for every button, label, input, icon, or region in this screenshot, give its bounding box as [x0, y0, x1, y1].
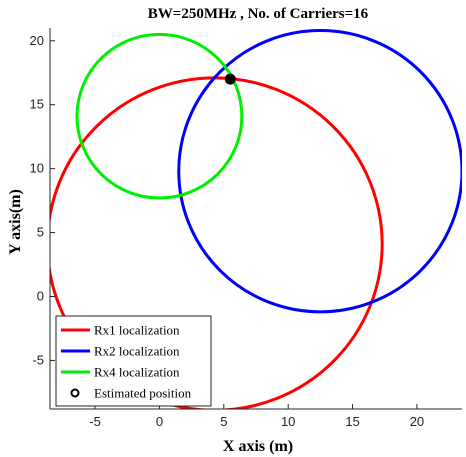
legend-label-1: Rx1 localization [94, 323, 180, 338]
series-circle-2 [177, 29, 462, 314]
x-tick-label: 10 [281, 414, 295, 429]
chart-title: BW=250MHz , No. of Carriers=16 [148, 6, 369, 22]
y-tick-label: 0 [37, 288, 44, 303]
y-axis-label: Y axis(m) [7, 189, 24, 255]
x-tick-label: 5 [220, 414, 227, 429]
y-tick-label: 10 [30, 161, 44, 176]
y-tick-label: 15 [30, 97, 44, 112]
x-axis-label: X axis (m) [223, 438, 293, 455]
y-tick-label: -5 [32, 352, 44, 367]
y-tick-label: 20 [30, 33, 44, 48]
x-tick-label: -5 [89, 414, 101, 429]
tick-labels: -5 0 5 10 15 20 -5 0 5 10 15 20 [30, 33, 425, 429]
x-tick-label: 0 [156, 414, 163, 429]
legend-label-2: Rx2 localization [94, 344, 180, 359]
estimated-position-marker [224, 73, 236, 85]
x-tick-label: 15 [345, 414, 359, 429]
y-tick-label: 5 [37, 225, 44, 240]
legend-label-4: Estimated position [94, 386, 192, 401]
legend: Rx1 localization Rx2 localization Rx4 loca… [55, 315, 212, 407]
legend-label-3: Rx4 localization [94, 365, 180, 380]
series-circle-3 [75, 32, 244, 200]
x-tick-label: 20 [410, 414, 424, 429]
legend-swatch-marker [70, 388, 80, 398]
series-group [50, 29, 462, 409]
